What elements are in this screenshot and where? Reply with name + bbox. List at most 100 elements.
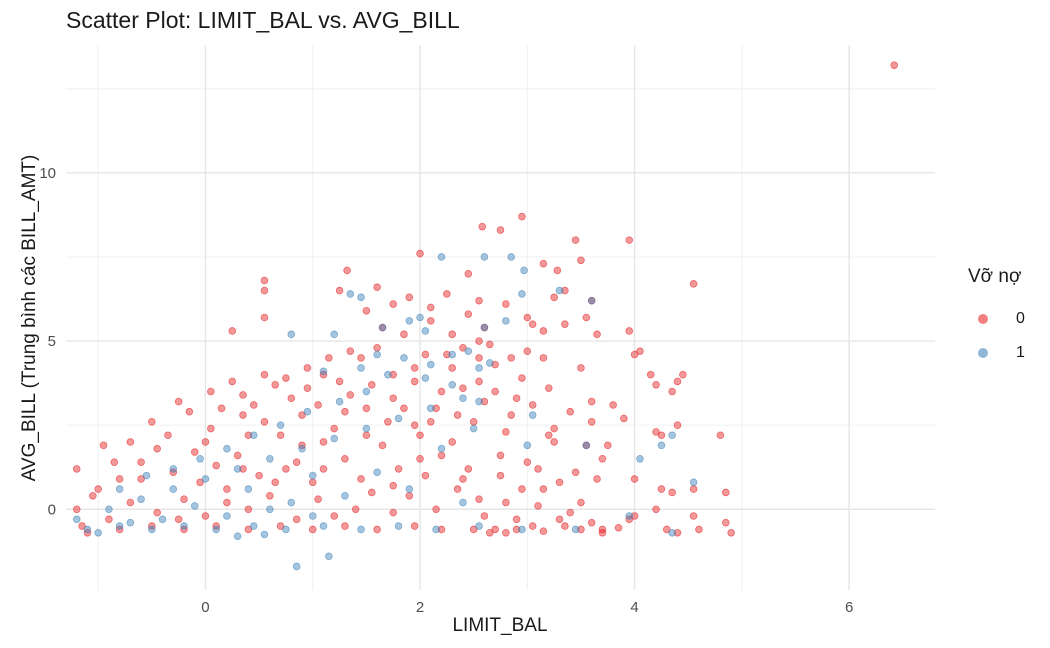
scatter-point-0 — [389, 370, 398, 379]
scatter-point-1 — [249, 431, 258, 440]
scatter-point-0 — [292, 458, 301, 466]
scatter-point-0 — [378, 441, 387, 450]
scatter-point-0 — [502, 300, 510, 308]
chart-title: Scatter Plot: LIMIT_BAL vs. AVG_BILL — [66, 7, 460, 33]
scatter-point-1 — [303, 407, 312, 416]
scatter-point-0 — [609, 401, 617, 409]
scatter-point-0 — [721, 518, 730, 527]
scatter-point-0 — [400, 330, 408, 339]
scatter-point-0 — [673, 377, 682, 386]
scatter-point-1 — [405, 317, 414, 325]
scatter-point-0 — [410, 421, 419, 429]
legend-item-0: 0 — [968, 302, 1025, 336]
scatter-point-1 — [668, 529, 676, 537]
scatter-point-0 — [539, 327, 548, 335]
scatter-point-1 — [83, 525, 92, 534]
scatter-point-0 — [292, 515, 301, 524]
scatter-point-0 — [630, 512, 639, 520]
scatter-point-0 — [228, 327, 237, 335]
scatter-point-0 — [464, 310, 473, 318]
scatter-point-0 — [410, 522, 419, 530]
scatter-point-0 — [577, 364, 585, 372]
scatter-point-0 — [233, 451, 242, 460]
scatter-point-0 — [416, 249, 424, 258]
scatter-point-0 — [351, 505, 360, 514]
scatter-point-0 — [528, 522, 537, 530]
scatter-point-0 — [668, 488, 676, 497]
scatter-point-0 — [555, 515, 564, 524]
scatter-point-0 — [721, 488, 730, 497]
scatter-point-0 — [512, 394, 521, 403]
scatter-point-0 — [475, 495, 483, 503]
scatter-point-0 — [341, 454, 349, 463]
scatter-point-1 — [115, 485, 124, 493]
scatter-point-1 — [520, 266, 528, 275]
scatter-point-0 — [244, 525, 253, 534]
scatter-point-1 — [233, 465, 242, 473]
scatter-point-1 — [94, 529, 102, 537]
scatter-point-0 — [566, 407, 575, 416]
scatter-point-0 — [459, 475, 467, 483]
scatter-point-0 — [357, 475, 365, 483]
scatter-point-0 — [459, 343, 467, 352]
x-axis-label: LIMIT_BAL — [452, 615, 548, 636]
scatter-point-0 — [389, 481, 398, 490]
scatter-point-0 — [319, 438, 328, 446]
scatter-point-0 — [593, 475, 601, 483]
scatter-point-0 — [587, 417, 596, 426]
scatter-point-0 — [271, 380, 280, 389]
scatter-point-0 — [99, 441, 108, 450]
scatter-point-0 — [244, 505, 253, 514]
scatter-point-1 — [142, 471, 151, 480]
scatter-point-0 — [303, 384, 312, 392]
scatter-point-0 — [571, 468, 580, 477]
scatter-point-0 — [475, 337, 483, 345]
scatter-point-0 — [260, 313, 269, 322]
scatter-point-0 — [201, 438, 210, 446]
scatter-point-0 — [469, 525, 478, 534]
scatter-point-0 — [325, 354, 333, 362]
legend-title: Vỡ nợ — [968, 266, 1022, 287]
scatter-point-1 — [357, 293, 365, 302]
scatter-point-0 — [657, 485, 666, 493]
data-points — [72, 61, 899, 571]
scatter-point-0 — [437, 525, 446, 534]
scatter-point-0 — [561, 320, 569, 329]
scatter-point-0 — [330, 424, 339, 433]
scatter-point-0 — [662, 525, 671, 534]
scatter-point-0 — [207, 424, 215, 433]
scatter-point-1 — [421, 327, 430, 335]
scatter-point-0 — [223, 485, 231, 493]
scatter-point-1 — [689, 478, 698, 487]
scatter-point-0 — [502, 529, 510, 537]
scatter-point-1 — [180, 522, 188, 530]
scatter-point-0 — [255, 471, 263, 480]
scatter-point-0 — [652, 380, 660, 389]
scatter-point-0 — [646, 370, 655, 379]
scatter-point-1 — [448, 350, 457, 359]
scatter-point-0 — [362, 431, 371, 440]
scatter-point-0 — [223, 498, 231, 507]
scatter-point-0 — [727, 529, 735, 537]
scatter-point-1 — [330, 434, 339, 443]
scatter-point-0 — [244, 431, 253, 440]
scatter-point-0 — [271, 478, 280, 487]
scatter-point-1 — [426, 360, 435, 369]
scatter-point-1 — [464, 347, 473, 355]
scatter-point-1 — [169, 465, 178, 473]
scatter-point-1 — [190, 502, 199, 510]
scatter-point-0 — [174, 515, 183, 524]
scatter-point-0 — [507, 411, 516, 419]
scatter-point-1 — [384, 370, 392, 379]
scatter-point-0 — [673, 421, 682, 429]
scatter-point-0 — [346, 391, 355, 399]
legend-swatch-0 — [978, 314, 988, 324]
tick-labels: 0 2 4 6 0 5 10 — [39, 165, 853, 616]
scatter-point-1 — [523, 441, 532, 450]
scatter-point-0 — [416, 431, 424, 440]
scatter-point-0 — [115, 475, 124, 483]
scatter-point-1 — [502, 317, 510, 325]
scatter-point-1 — [437, 253, 446, 261]
scatter-point-0 — [314, 401, 322, 409]
scatter-point-1 — [335, 397, 344, 406]
